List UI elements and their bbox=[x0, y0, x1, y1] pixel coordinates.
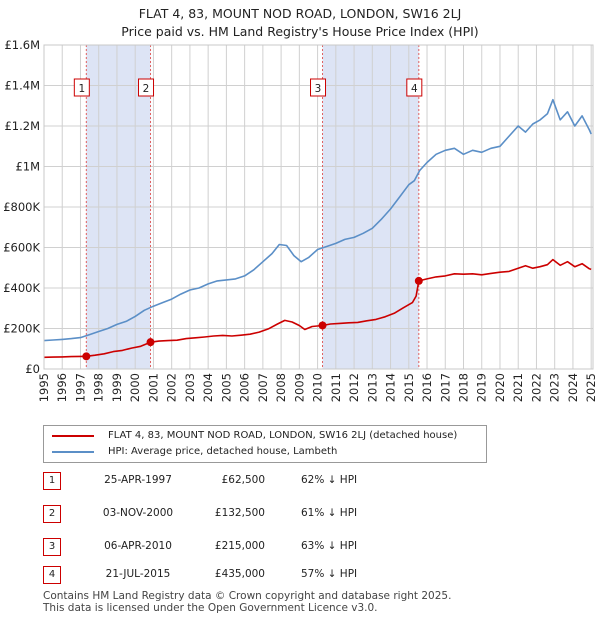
legend: FLAT 4, 83, MOUNT NOD ROAD, LONDON, SW16… bbox=[43, 425, 487, 463]
sale-label: 3 bbox=[310, 78, 327, 97]
sale-date: 25-APR-1997 bbox=[104, 474, 172, 486]
footer-copyright: Contains HM Land Registry data © Crown c… bbox=[43, 590, 452, 602]
sale-row: 4 21-JUL-2015 £435,000 57% ↓ HPI bbox=[43, 566, 483, 584]
y-tick-label: £800K bbox=[3, 200, 40, 214]
x-tick-label: 2024 bbox=[566, 373, 580, 402]
y-tick-label: £600K bbox=[3, 241, 40, 255]
x-tick-label: 2018 bbox=[457, 373, 471, 402]
sale-hpi-diff: 61% ↓ HPI bbox=[301, 507, 358, 519]
sale-row: 1 25-APR-1997 £62,500 62% ↓ HPI bbox=[43, 472, 483, 490]
footer: Contains HM Land Registry data © Crown c… bbox=[43, 590, 451, 614]
plot-border bbox=[43, 44, 594, 370]
chart-title: FLAT 4, 83, MOUNT NOD ROAD, LONDON, SW16… bbox=[138, 6, 462, 21]
sale-label-box bbox=[73, 78, 90, 97]
x-tick-label: 2013 bbox=[365, 373, 379, 402]
x-tick-label: 2001 bbox=[146, 373, 160, 402]
sale-label-box bbox=[406, 78, 423, 97]
x-tick-label: 2014 bbox=[384, 373, 398, 402]
sale-number-badge: 2 bbox=[43, 505, 61, 523]
y-tick-label: £1.6M bbox=[4, 38, 40, 52]
x-tick-label: 2011 bbox=[329, 373, 343, 402]
sale-label-number: 4 bbox=[411, 83, 418, 95]
sale-hpi-diff: 63% ↓ HPI bbox=[301, 540, 358, 552]
x-tick-label: 2017 bbox=[438, 373, 452, 402]
sale-row: 3 06-APR-2010 £215,000 63% ↓ HPI bbox=[43, 538, 483, 556]
sale-label-box bbox=[138, 78, 155, 97]
x-tick-label: 1999 bbox=[110, 373, 124, 402]
x-tick-label: 1997 bbox=[73, 373, 87, 402]
chart-subtitle: Price paid vs. HM Land Registry's House … bbox=[121, 24, 479, 39]
sale-price: £62,500 bbox=[221, 474, 265, 486]
x-tick-label: 2007 bbox=[256, 373, 270, 402]
legend-swatch-hpi bbox=[52, 450, 94, 453]
sale-price: £215,000 bbox=[214, 540, 265, 552]
x-tick-label: 2008 bbox=[274, 373, 288, 402]
x-tick-label: 2016 bbox=[420, 373, 434, 402]
sale-point bbox=[414, 276, 423, 285]
y-tick-label: £200K bbox=[3, 322, 40, 336]
sale-date: 21-JUL-2015 bbox=[105, 568, 171, 580]
sale-point bbox=[146, 338, 155, 347]
x-tick-label: 2010 bbox=[311, 373, 325, 402]
x-tick-label: 2023 bbox=[548, 373, 562, 402]
sale-price: £132,500 bbox=[214, 507, 265, 519]
legend-swatch-property bbox=[52, 434, 94, 437]
sale-label: 2 bbox=[138, 78, 155, 97]
x-tick-label: 2012 bbox=[347, 373, 361, 402]
property-price-line bbox=[43, 258, 592, 359]
x-tick-label: 1995 bbox=[37, 373, 51, 402]
legend-item-hpi: HPI: Average price, detached house, Lamb… bbox=[52, 446, 337, 457]
sale-point bbox=[82, 352, 91, 361]
sale-label: 4 bbox=[406, 78, 423, 97]
x-tick-label: 2004 bbox=[201, 373, 215, 402]
hpi-line bbox=[43, 98, 592, 342]
x-tick-label: 2005 bbox=[219, 373, 233, 402]
legend-item-property: FLAT 4, 83, MOUNT NOD ROAD, LONDON, SW16… bbox=[52, 430, 457, 441]
x-tick-label: 2021 bbox=[511, 373, 525, 402]
sale-point bbox=[318, 321, 327, 330]
sale-label-number: 2 bbox=[143, 83, 150, 95]
x-tick-label: 2025 bbox=[584, 373, 598, 402]
y-tick-label: £1.4M bbox=[4, 79, 40, 93]
sale-hpi-diff: 57% ↓ HPI bbox=[301, 568, 358, 580]
x-tick-label: 2009 bbox=[292, 373, 306, 402]
sale-label-number: 3 bbox=[315, 83, 322, 95]
price-chart: £0 £200K £400K £600K £800K £1M £1.2M £1.4M £1.6M… bbox=[3, 38, 598, 402]
legend-label-hpi: HPI: Average price, detached house, Lamb… bbox=[108, 446, 338, 457]
footer-licence: This data is licensed under the Open Gov… bbox=[43, 602, 378, 614]
y-tick-label: £0 bbox=[25, 362, 40, 376]
sale-date: 03-NOV-2000 bbox=[102, 507, 174, 519]
sale-label-box bbox=[310, 78, 327, 97]
x-tick-label: 2003 bbox=[183, 373, 197, 402]
sale-number-badge: 1 bbox=[43, 472, 61, 490]
sale-number-badge: 4 bbox=[43, 566, 61, 584]
x-tick-label: 2022 bbox=[529, 373, 543, 402]
x-tick-label: 2015 bbox=[402, 373, 416, 402]
x-tick-label: 1996 bbox=[55, 373, 69, 402]
x-tick-label: 2019 bbox=[475, 373, 489, 402]
sale-number-badge: 3 bbox=[43, 538, 61, 556]
x-tick-label: 2000 bbox=[128, 373, 142, 402]
legend-label-property: FLAT 4, 83, MOUNT NOD ROAD, LONDON, SW16… bbox=[108, 430, 458, 441]
y-tick-label: £1.2M bbox=[4, 119, 40, 133]
y-tick-label: £400K bbox=[3, 281, 40, 295]
sale-row: 2 03-NOV-2000 £132,500 61% ↓ HPI bbox=[43, 505, 483, 523]
x-tick-label: 2020 bbox=[493, 373, 507, 402]
sale-date: 06-APR-2010 bbox=[104, 540, 172, 552]
sale-label-number: 1 bbox=[78, 83, 85, 95]
sale-price: £435,000 bbox=[214, 568, 265, 580]
x-tick-label: 2002 bbox=[165, 373, 179, 402]
sale-hpi-diff: 62% ↓ HPI bbox=[301, 474, 358, 486]
x-tick-label: 2006 bbox=[238, 373, 252, 402]
sale-label: 1 bbox=[73, 78, 90, 97]
y-tick-label: £1M bbox=[15, 160, 40, 174]
x-tick-label: 1998 bbox=[92, 373, 106, 402]
